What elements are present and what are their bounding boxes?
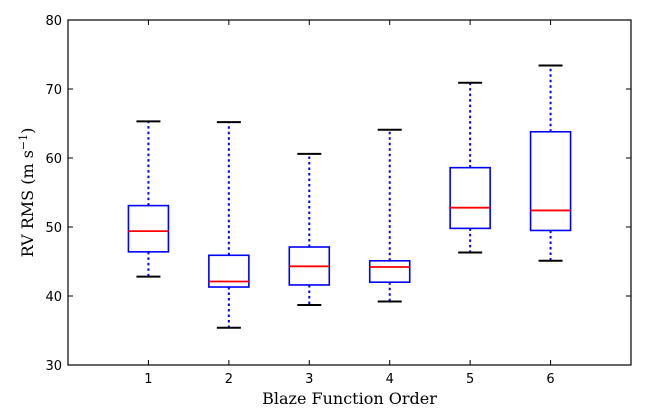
box-group-2	[208, 121, 250, 329]
iqr-box	[449, 166, 491, 230]
box-group-4	[368, 128, 411, 303]
y-tick-label: 80	[45, 14, 62, 29]
x-tick-label: 5	[466, 372, 474, 387]
x-tick-label: 1	[144, 372, 152, 387]
y-tick-label: 70	[45, 83, 62, 98]
iqr-box	[127, 204, 170, 253]
box-group-5	[449, 81, 491, 254]
box-group-1	[127, 120, 170, 278]
y-axis-label-superscript: −1	[17, 134, 30, 150]
y-tick-label: 30	[45, 359, 62, 374]
iqr-box	[529, 130, 572, 232]
plot-frame	[67, 19, 632, 366]
iqr-box	[208, 254, 250, 288]
box-group-6	[529, 64, 572, 262]
iqr-box	[368, 260, 411, 283]
y-tick-label: 40	[45, 290, 62, 305]
y-axis-label: RV RMS (m s−1)	[17, 128, 38, 258]
y-axis-label-suffix: )	[18, 128, 37, 134]
x-tick-label: 4	[386, 372, 394, 387]
x-axis-label: Blaze Function Order	[262, 389, 437, 408]
y-axis: 30 40 50 60 70 80	[45, 14, 631, 374]
x-tick-label: 3	[305, 372, 313, 387]
x-tick-label: 2	[225, 372, 233, 387]
x-axis: 1 2 3 4 5 6	[144, 20, 555, 387]
plot-marks	[127, 64, 572, 329]
box-group-3	[288, 152, 331, 306]
y-axis-label-main: RV RMS (m s	[18, 150, 37, 257]
y-tick-label: 50	[45, 221, 62, 236]
x-tick-label: 6	[546, 372, 554, 387]
y-tick-label: 60	[45, 152, 62, 167]
